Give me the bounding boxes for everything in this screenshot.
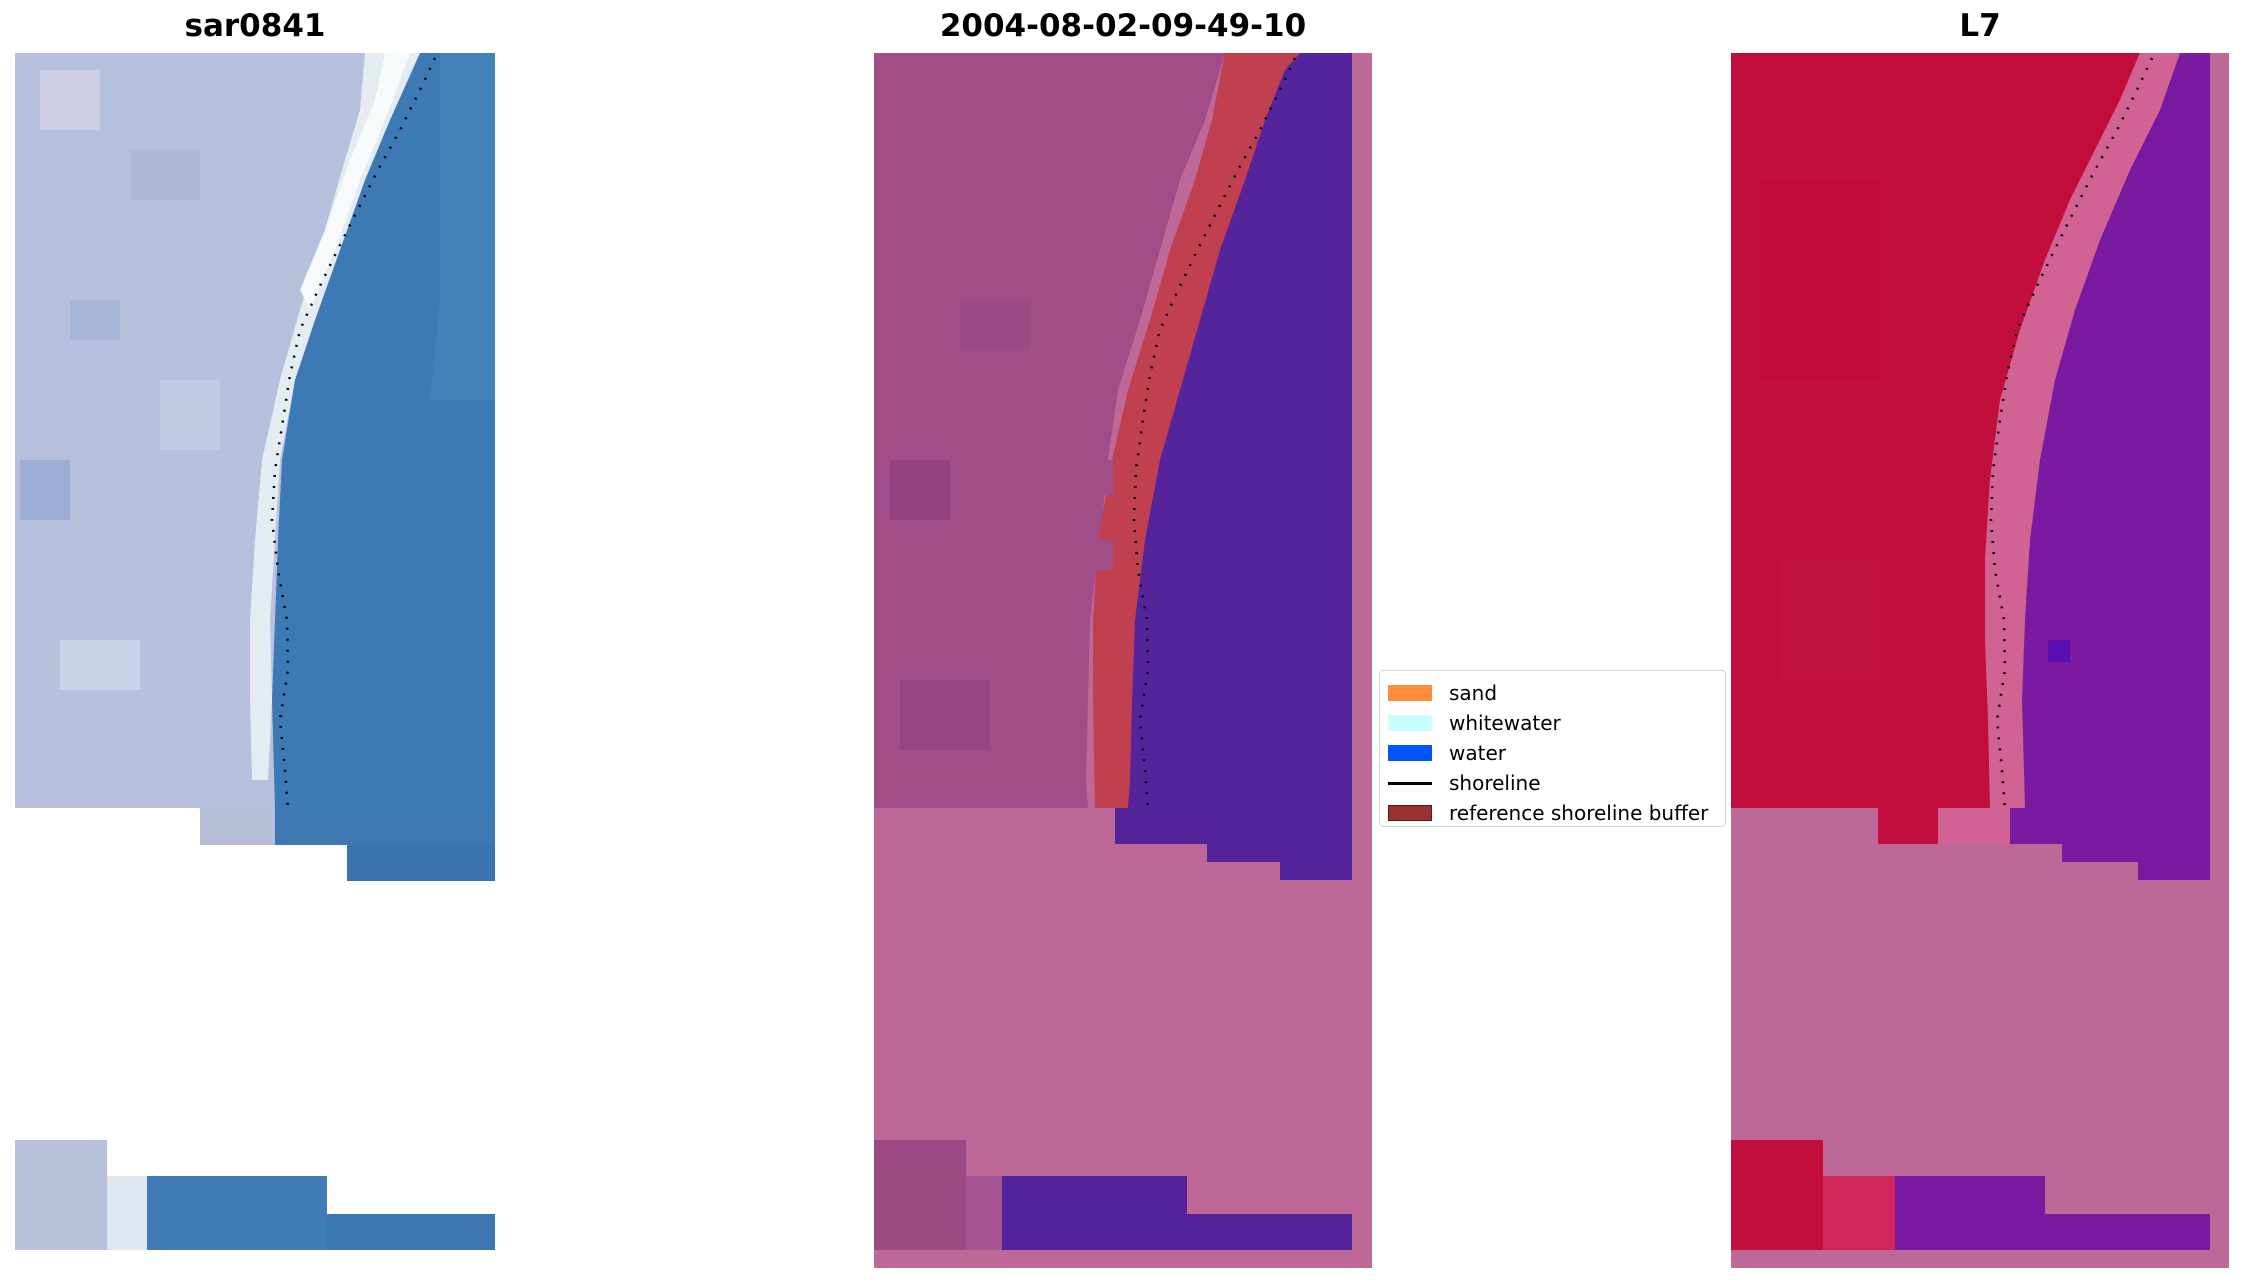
shoreline-line-swatch xyxy=(1388,781,1432,785)
water-swatch xyxy=(1388,745,1432,761)
ndwi-panel xyxy=(1731,53,2229,1268)
rgb-image-upper xyxy=(15,53,495,881)
classification-panel xyxy=(874,53,1372,1268)
legend-item-whitewater: whitewater xyxy=(1388,709,1561,737)
legend-item-sand: sand xyxy=(1388,679,1497,707)
legend-label: sand xyxy=(1449,681,1498,705)
panel-title-classification: 2004-08-02-09-49-10 xyxy=(939,8,1307,44)
sand-swatch xyxy=(1388,685,1432,701)
rgb-image-lower xyxy=(15,1140,495,1250)
legend-label: water xyxy=(1449,741,1506,765)
legend: sand whitewater water shoreline referenc… xyxy=(1379,670,1726,827)
legend-label: reference shoreline buffer xyxy=(1449,801,1709,825)
legend-item-reference-buffer: reference shoreline buffer xyxy=(1388,799,1708,827)
rgb-image-panel xyxy=(15,53,495,1250)
buffer-swatch xyxy=(1388,805,1432,821)
whitewater-swatch xyxy=(1388,715,1432,731)
legend-item-shoreline: shoreline xyxy=(1388,769,1541,797)
legend-label: shoreline xyxy=(1449,771,1541,795)
panel-title-rgb: sar0841 xyxy=(184,8,326,44)
panel-title-ndwi: L7 xyxy=(1959,8,2001,44)
legend-item-water: water xyxy=(1388,739,1506,767)
legend-label: whitewater xyxy=(1449,711,1561,735)
